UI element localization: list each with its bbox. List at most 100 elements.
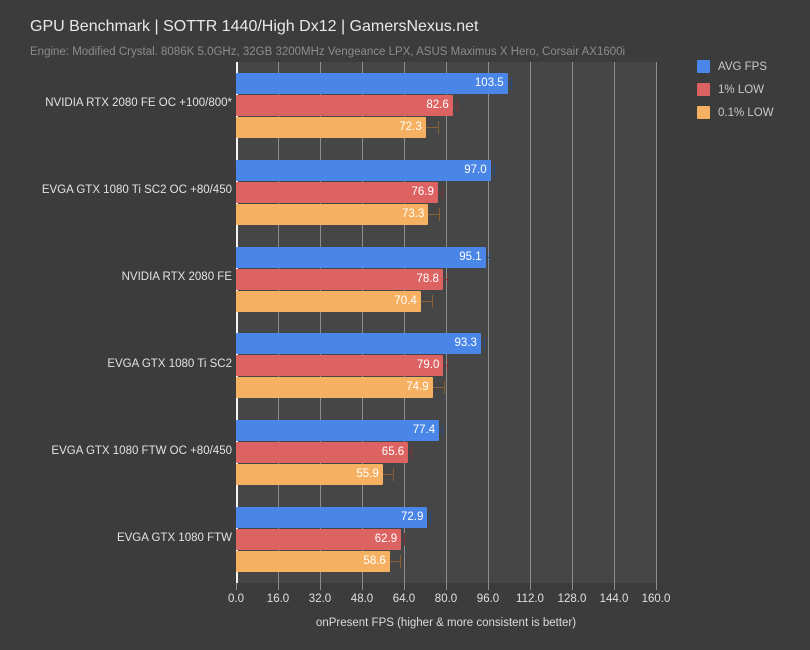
bar[interactable] [236,246,486,268]
gridline [320,62,321,583]
bar-value-label: 72.3 [399,120,422,133]
bar[interactable] [236,507,428,529]
bar-value-label: 82.6 [426,98,449,111]
x-tick-label: 16.0 [266,593,290,605]
x-tick-label: 96.0 [476,593,500,605]
category-label: EVGA GTX 1080 Ti SC2 [107,357,232,370]
bar[interactable] [236,290,421,312]
bar-group: 97.0 76.9 73.3 [236,159,656,225]
bar-value-label: 77.4 [412,424,436,437]
legend-swatch-icon [697,60,710,73]
bar-value-label: 62.9 [374,533,398,546]
category-label: EVGA GTX 1080 FTW [116,531,232,544]
x-tick-label: 48.0 [350,593,374,605]
legend-item-label: 0.1% LOW [718,106,774,119]
bar[interactable] [236,442,409,464]
bar[interactable] [236,355,444,377]
bar-row: 65.6 [236,442,656,464]
bar[interactable] [236,420,440,442]
bar-row: 76.9 [236,181,656,203]
x-tick-label: 32.0 [308,593,332,605]
error-bar [485,250,491,264]
bar[interactable] [236,551,390,573]
bar-row: 73.3 [236,203,656,225]
error-bar [432,381,445,395]
tick-mark [488,583,489,590]
bar-group: 72.9 62.9 58.6 [236,507,656,573]
legend-swatch-icon [697,106,710,119]
error-bar [443,359,449,373]
bar-group: 103.5 82.6 72.3 [236,72,656,138]
chart-title: GPU Benchmark | SOTTR 1440/High Dx12 | G… [30,18,479,35]
bar-row: 58.6 [236,551,656,573]
error-bar [507,76,513,90]
gridline [488,62,489,583]
tick-mark [530,583,531,590]
x-axis-title: onPresent FPS (higher & more consistent … [315,617,577,629]
bar[interactable] [236,203,429,225]
bar-value-label: 78.8 [416,272,439,285]
x-tick-label: 0.0 [228,593,244,605]
bar-value-label: 55.9 [356,468,379,481]
tick-mark [320,583,321,590]
gridline [656,62,657,583]
bar[interactable] [236,333,481,355]
tick-mark [614,583,615,590]
category-label: NVIDIA RTX 2080 FE OC +100/800* [45,97,232,110]
gridline [530,62,531,583]
x-tick-label: 80.0 [434,593,458,605]
error-bar [428,207,441,221]
bar-value-label: 74.9 [406,381,429,394]
bar-row: 95.1 [236,246,656,268]
bar[interactable] [236,181,438,203]
bar-row: 72.3 [236,116,656,138]
error-bar [401,533,406,547]
legend-item[interactable]: AVG FPS [697,60,774,73]
error-bar [425,120,440,134]
error-bar [442,272,448,286]
plot-area: 103.5 82.6 72.3 97.0 76.9 73.3 95.1 78.8 70.4 93.… [236,62,657,583]
bar-value-label: 103.5 [474,76,504,89]
error-bar [439,424,444,438]
bar[interactable] [236,377,433,399]
gridline [572,62,573,583]
bar-row: 70.4 [236,290,656,312]
chart-legend: AVG FPS 1% LOW 0.1% LOW [697,60,774,119]
bar[interactable] [236,159,491,181]
bar[interactable] [236,116,426,138]
bar[interactable] [236,529,402,551]
bar-value-label: 97.0 [464,163,487,176]
bar-group: 95.1 78.8 70.4 [236,246,656,312]
error-bar [480,337,485,351]
chart-subtitle: Engine: Modified Crystal. 8086K 5.0GHz, … [30,46,626,58]
bar-value-label: 76.9 [411,185,434,198]
bar-value-label: 73.3 [402,207,425,220]
bar-row: 79.0 [236,355,656,377]
bar[interactable] [236,94,453,116]
error-bar [389,555,402,569]
bar-value-label: 95.1 [459,250,482,263]
bar-value-label: 70.4 [394,294,417,307]
bar[interactable] [236,268,443,290]
error-bar [452,98,459,112]
error-bar [427,511,432,525]
tick-mark [236,583,237,590]
category-label: EVGA GTX 1080 Ti SC2 OC +80/450 [41,184,232,197]
bar-value-label: 79.0 [416,359,440,372]
bar[interactable] [236,464,383,486]
x-tick-label: 112.0 [516,593,544,605]
y-axis-line [236,62,238,583]
error-bar [382,468,395,482]
category-label: NVIDIA RTX 2080 FE [121,271,232,284]
legend-item[interactable]: 1% LOW [697,83,774,96]
bar-value-label: 65.6 [381,446,405,459]
bar-row: 55.9 [236,464,656,486]
tick-mark [278,583,279,590]
bar-row: 93.3 [236,333,656,355]
error-bar [437,185,443,199]
bar-row: 62.9 [236,529,656,551]
bar-row: 77.4 [236,420,656,442]
bar[interactable] [236,72,508,94]
legend-item[interactable]: 0.1% LOW [697,106,774,119]
bar-value-label: 58.6 [363,555,386,568]
